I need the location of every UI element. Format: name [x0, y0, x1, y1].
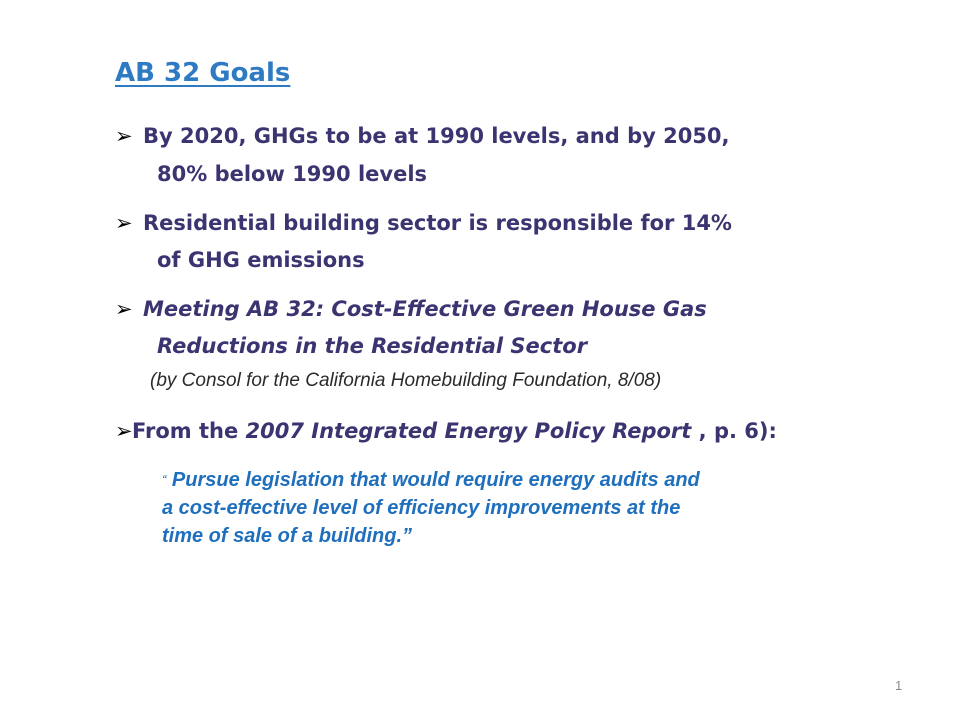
bullet-4-line: From the 2007 Integrated Energy Policy R… — [132, 414, 777, 448]
quote-line-3: time of sale of a building.” — [162, 525, 413, 547]
bullet-4-suffix: , p. 6): — [691, 419, 777, 443]
bullet-4-prefix: From the — [132, 419, 246, 443]
bullet-2-line-2: of GHG emissions — [157, 248, 365, 272]
slide-title: AB 32 Goals — [115, 58, 291, 88]
bullet-2-line-1: Residential building sector is responsib… — [143, 211, 732, 235]
quote-line-2: a cost-effective level of efficiency imp… — [162, 497, 681, 519]
quote-line-1: “ Pursue legislation that would require … — [162, 466, 902, 494]
bullet-1-line-2: 80% below 1990 levels — [157, 162, 428, 186]
arrowhead-bullet-icon: ➢ — [115, 419, 133, 443]
arrowhead-bullet-icon: ➢ — [115, 124, 133, 148]
open-quote-mark: “ — [162, 472, 167, 487]
quote-line-1-text: Pursue legislation that would require en… — [171, 469, 700, 491]
arrowhead-bullet-icon: ➢ — [115, 211, 133, 235]
page-number: 1 — [895, 678, 903, 693]
source-citation: (by Consol for the California Homebuildi… — [150, 370, 662, 391]
arrowhead-bullet-icon: ➢ — [115, 297, 133, 321]
report-title: 2007 Integrated Energy Policy Report — [245, 419, 692, 443]
bullet-1-line-1: By 2020, GHGs to be at 1990 levels, and … — [143, 124, 730, 148]
policy-quote: “ Pursue legislation that would require … — [162, 466, 902, 550]
bullet-3-line-2: Reductions in the Residential Sector — [157, 334, 588, 358]
bullet-3-line-1: Meeting AB 32: Cost-Effective Green Hous… — [143, 297, 707, 321]
